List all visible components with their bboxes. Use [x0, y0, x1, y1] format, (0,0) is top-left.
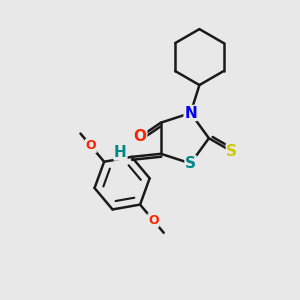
- Text: O: O: [148, 214, 159, 227]
- Text: H: H: [114, 145, 127, 160]
- Text: O: O: [134, 129, 147, 144]
- Text: S: S: [185, 156, 196, 171]
- Text: S: S: [226, 144, 237, 159]
- Text: O: O: [85, 140, 96, 152]
- Text: N: N: [184, 106, 197, 121]
